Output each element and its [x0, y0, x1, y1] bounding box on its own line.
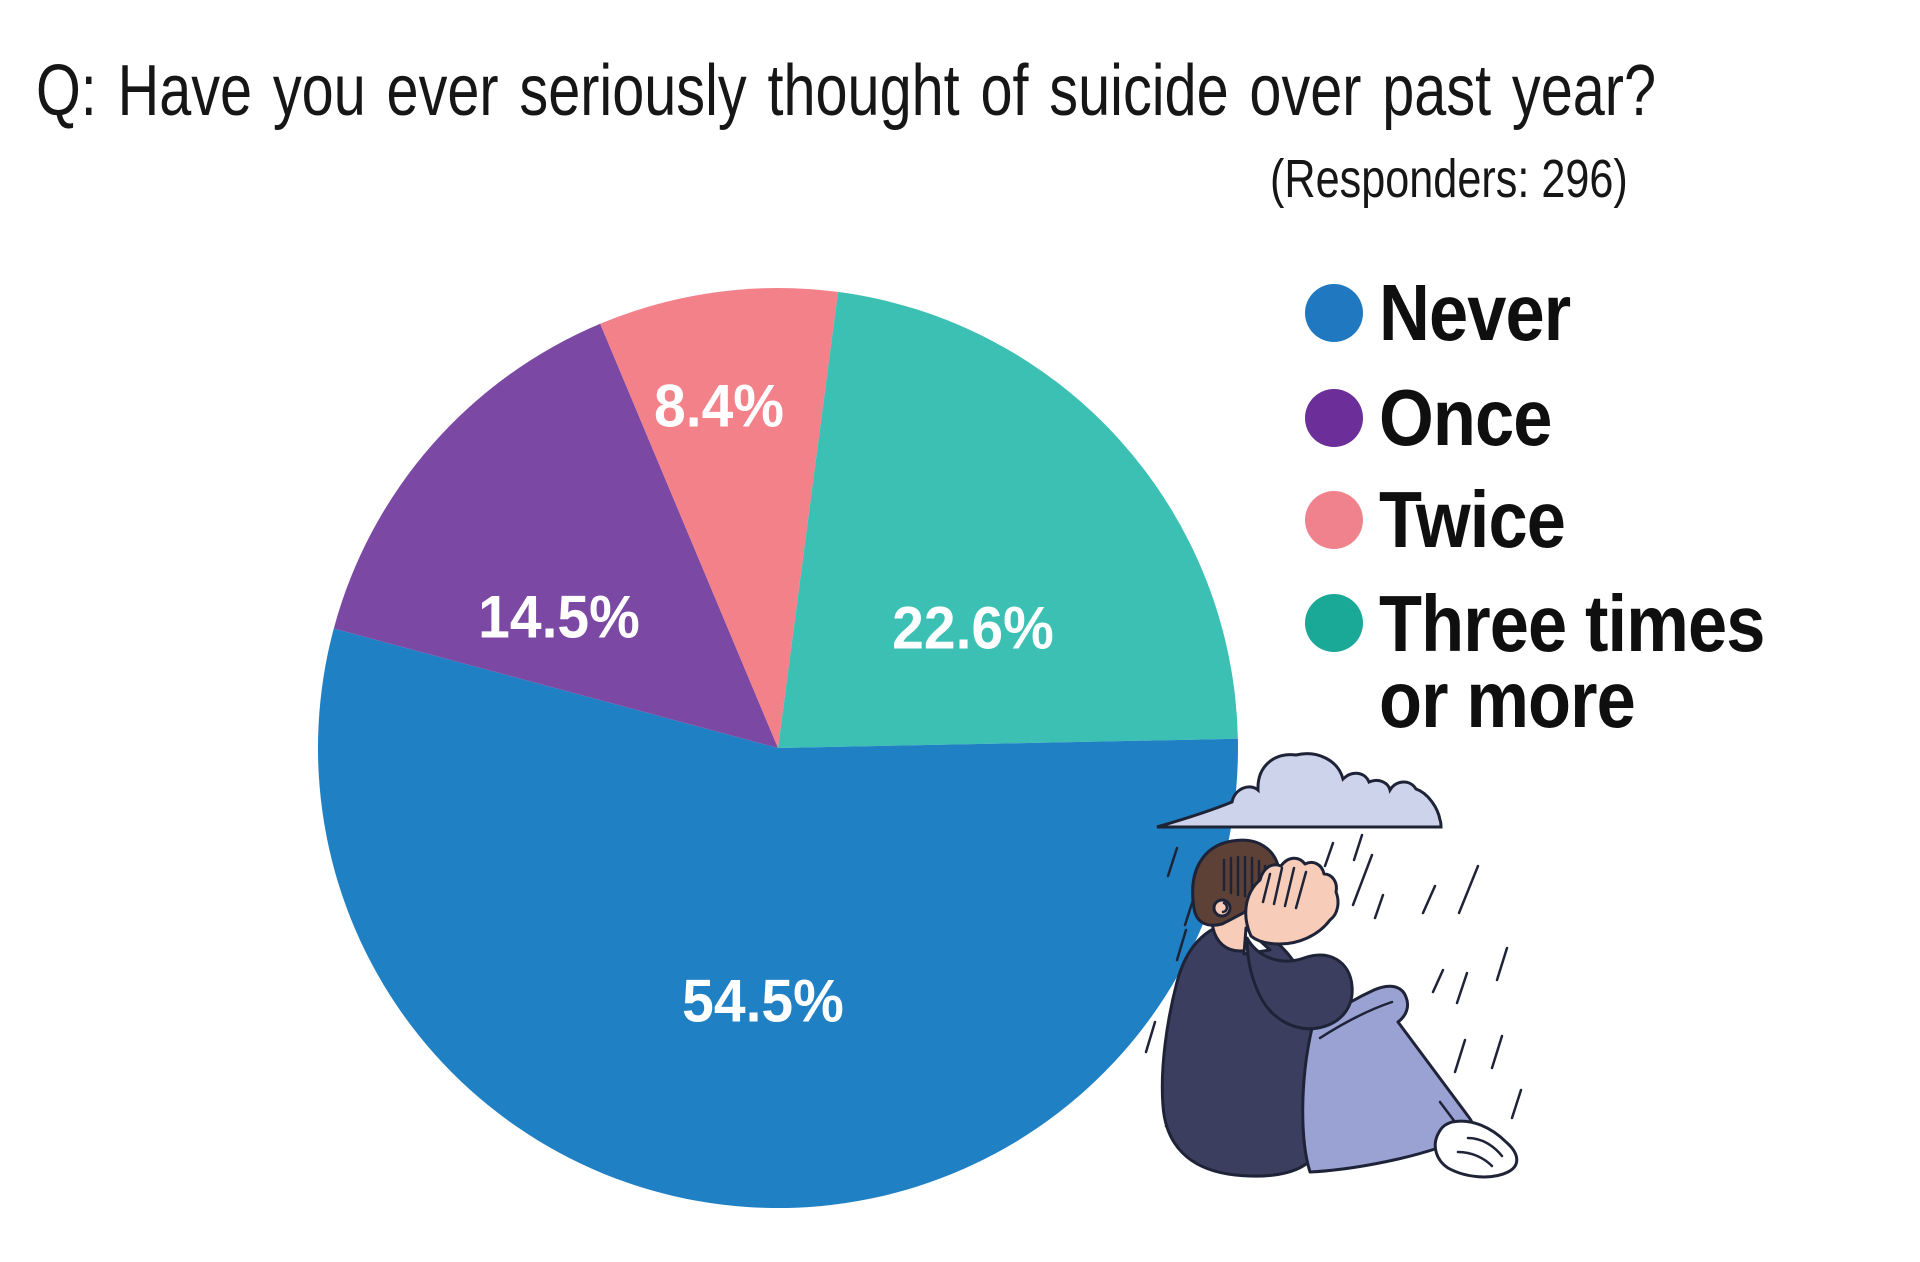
legend-label: Twice	[1379, 475, 1566, 564]
responders-note: (Responders: 296)	[1270, 149, 1628, 209]
pants-seam	[1318, 1000, 1394, 1040]
pie-slice-once	[333, 323, 778, 748]
pie-value-label-never: 54.5%	[682, 967, 845, 1035]
rain-cloud-icon	[1156, 752, 1443, 829]
legend-label-line2: or more	[1379, 655, 1636, 744]
legend-label-line1: Three times	[1379, 579, 1765, 668]
legend-item-once: Once	[1305, 378, 1575, 458]
legend-swatch-never-icon	[1305, 284, 1363, 342]
sad-person-icon	[1160, 838, 1519, 1179]
legend-label: Never	[1379, 268, 1571, 357]
legend-item-three-times-or-more: Three times or more	[1305, 579, 1817, 746]
finger-lines	[1261, 866, 1308, 910]
ear-curl	[1221, 901, 1229, 914]
legend-item-never: Never	[1305, 273, 1596, 353]
person-sock	[1433, 1119, 1519, 1179]
pie-chart	[317, 287, 1238, 1209]
pie-slice-never	[317, 628, 1238, 1209]
pie-slice-twice	[600, 287, 838, 748]
person-sleeve	[1245, 936, 1354, 1031]
legend-swatch-once-icon	[1305, 389, 1363, 447]
pie-value-label-three-times-or-more: 22.6%	[892, 594, 1054, 662]
legend-label: Three times or more	[1379, 579, 1765, 744]
legend-swatch-twice-icon	[1305, 491, 1363, 549]
pie-value-label-once: 14.5%	[478, 583, 641, 651]
legend-swatch-three-times-icon	[1305, 594, 1363, 652]
sock-seam	[1456, 1150, 1494, 1168]
pie-slice-three-times-or-more	[778, 291, 1238, 748]
sock-seam	[1466, 1136, 1504, 1158]
legend-item-twice: Twice	[1305, 480, 1590, 560]
page-title: Q: Have you ever seriously thought of su…	[36, 51, 1657, 131]
legend-label: Once	[1379, 373, 1552, 462]
pie-value-label-twice: 8.4%	[653, 372, 784, 440]
